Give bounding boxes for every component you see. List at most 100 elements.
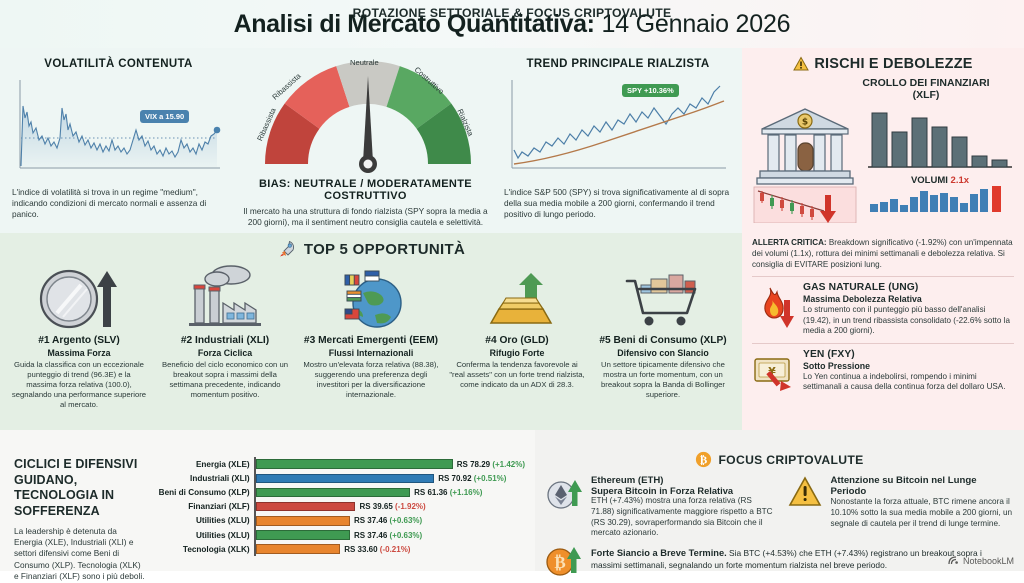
card-desc: Un settore tipicamente difensivo che mos… [601, 360, 725, 399]
card-desc: Conferma la tendenza favorevole ai "real… [449, 360, 585, 389]
sector-bar [255, 473, 435, 484]
card-desc: Guida la classifica con un eccezionale p… [11, 360, 147, 409]
sector-row: Utilities (XLU) RS 37.46 (+0.63%) [146, 513, 525, 528]
card-silver: #1 Argento (SLV) Massima Forza Guida la … [6, 261, 152, 410]
sector-bar [255, 459, 453, 469]
alert-label: ALLERTA CRITICA: [752, 238, 827, 247]
sector-bar [255, 544, 341, 554]
sector-value: RS 39.65 (-1.92%) [359, 502, 426, 512]
risk-item-ung: GAS NATURALE (UNG) Massima Debolezza Rel… [752, 282, 1014, 337]
risk-item-subtitle: Massima Debolezza Relativa [803, 294, 922, 305]
bitcoin-up-icon: ₿ [545, 544, 585, 578]
crypto-eth-text: Ethereum (ETH) Supera Bitcoin in Forza R… [591, 475, 775, 539]
panel-crypto: ₿ FOCUS CRIPTOVALUTE [535, 430, 1024, 576]
factory-icon [157, 261, 293, 335]
bottom-heading: ROTAZIONE SETTORIALE & FOCUS CRIPTOVALUT… [352, 6, 672, 20]
risk-item-text: GAS NATURALE (UNG) Massima Debolezza Rel… [803, 282, 1014, 337]
crypto-heading-row: ₿ FOCUS CRIPTOVALUTE [545, 451, 1014, 468]
divider [752, 276, 1014, 278]
svg-text:¥: ¥ [768, 365, 776, 378]
sector-bar-track: RS 78.29 (+1.42%) [253, 457, 525, 472]
risk-item-fxy: ¥ YEN (FXY) Sotto Pressione Lo Yen conti… [752, 349, 1014, 395]
down-arrow-icon [780, 300, 794, 329]
sector-bar [255, 501, 356, 512]
sector-row: Industriali (XLI) RS 70.92 (+0.51%) [146, 471, 525, 486]
crypto-eth-body: ETH (+7.43%) mostra una forza relativa (… [591, 496, 773, 538]
crypto-footer-body: Sia BTC (+4.53%) che ETH (+7.43%) regist… [591, 548, 982, 570]
spy-badge: SPY +10.36% [622, 84, 679, 97]
card-subtitle: Flussi Internazionali [328, 348, 414, 358]
sector-bar [255, 516, 350, 526]
alert-body: Breakdown significativo (-1.92%) con un'… [752, 238, 1013, 269]
volatility-body: L'indice di volatilità si trova in un re… [12, 187, 207, 220]
top-row: VOLATILITÀ CONTENUTA VIX a 15.90 L'indic [0, 48, 1024, 233]
sector-label: Beni di Consumo (XLP) [158, 487, 250, 497]
card-title: #3 Mercati Emergenti (EEM) [303, 335, 439, 346]
crypto-columns: Ethereum (ETH) Supera Bitcoin in Forza R… [545, 475, 1014, 539]
falling-candles-icon [753, 186, 857, 224]
shopping-cart-icon [595, 261, 731, 335]
sector-label: Tecnologia (XLK) [182, 544, 250, 554]
ethereum-up-icon [545, 475, 585, 514]
panel-risks: RISCHI E DEBOLEZZE CROLLO DEI FINANZIARI… [742, 48, 1024, 233]
card-subtitle: Rifugio Forte [489, 348, 545, 358]
risk-graphics: $ [752, 105, 1014, 228]
down-arrow-icon [820, 194, 836, 223]
bitcoin-icon: ₿ [696, 451, 712, 468]
card-desc: Beneficio del ciclo economico con un bre… [161, 360, 289, 399]
banknote-icon: ¥ [752, 349, 796, 395]
risk-item-body: Lo Yen continua a indebolirsi, rompendo … [803, 371, 1006, 392]
sector-row: Beni di Consumo (XLP) RS 61.36 (+1.16%) [146, 485, 525, 500]
sector-row: Tecnologia (XLK) RS 33.60 (-0.21%) [146, 542, 525, 557]
warning-triangle-icon [793, 56, 810, 71]
sector-value: RS 33.60 (-0.21%) [344, 544, 411, 554]
sector-bar-chart: Energia (XLE) RS 78.29 (+1.42%) Industrial… [146, 457, 525, 583]
crypto-eth-item: Ethereum (ETH) Supera Bitcoin in Forza R… [545, 475, 775, 539]
sector-bar [255, 530, 350, 540]
svg-text:₿: ₿ [554, 553, 565, 573]
crypto-eth-block: Ethereum (ETH) Supera Bitcoin in Forza R… [545, 475, 775, 539]
panel-sector-rotation: CICLICI E DIFENSIVI GUIDANO, TECNOLOGIA … [0, 430, 535, 581]
top5-cards: #1 Argento (SLV) Massima Forza Guida la … [6, 261, 736, 410]
top5-heading-row: TOP 5 OPPORTUNITÀ [6, 239, 736, 259]
sector-value: RS 61.36 (+1.16%) [414, 487, 483, 497]
crypto-warn-title: Attenzione su Bitcoin nel Lunge Periodo [830, 475, 977, 497]
xlf-title: CROLLO DEI FINANZIARI (XLF) [862, 77, 990, 102]
volumes-value: 2.1x [950, 174, 970, 186]
sector-label: Finanziari (XLF) [188, 502, 250, 512]
sector-value: RS 70.92 (+0.51%) [438, 473, 507, 483]
top5-heading: TOP 5 OPPORTUNITÀ [303, 240, 466, 258]
spy-chart: SPY +10.36% [504, 78, 732, 183]
title-date: 14 Gennaio 2026 [601, 9, 791, 38]
crypto-footer: ₿ Forte Siancio a Breve Termine. Sia BTC… [545, 544, 1014, 578]
xlf-volume-bars [870, 171, 1001, 212]
risk-item-subtitle: Sotto Pressione [803, 360, 870, 371]
watermark: NotebookLM [948, 555, 1014, 566]
card-title: #2 Industriali (XLI) [180, 335, 270, 346]
silver-coin-icon [11, 261, 147, 335]
crypto-warn-body: Nonostante la forza attuale, BTC rimene … [830, 497, 1013, 528]
card-industrials: #2 Industriali (XLI) Forza Ciclica Benef… [152, 261, 298, 410]
card-title: #1 Argento (SLV) [38, 335, 120, 346]
xlf-bars-and-volumes: VOLUMI 2.1x [866, 105, 1014, 228]
sector-summary: CICLICI E DIFENSIVI GUIDANO, TECNOLOGIA … [14, 457, 146, 583]
flame-icon [752, 282, 796, 330]
sector-value: RS 78.29 (+1.42%) [456, 459, 525, 469]
crypto-warn-item: Attenzione su Bitcoin nel Lunge Periodo … [785, 475, 1015, 529]
svg-text:$: $ [802, 117, 808, 127]
card-subtitle: Difensivo con Slancio [617, 348, 709, 358]
notebooklm-icon [948, 556, 958, 565]
card-gold: #4 Oro (GLD) Rifugio Forte Conferma la t… [444, 261, 590, 410]
volumes-label-row: VOLUMI 2.1x [910, 174, 970, 186]
sector-bar-track: RS 33.60 (-0.21%) [253, 542, 525, 557]
crypto-footer-text: Forte Siancio a Breve Termine. Sia BTC (… [591, 544, 1014, 571]
card-subtitle: Massima Forza [47, 348, 111, 358]
watermark-label: NotebookLM [962, 555, 1014, 566]
spy-body: L'indice S&P 500 (SPY) si trova signific… [504, 187, 730, 220]
vix-chart: VIX a 15.90 [12, 78, 225, 183]
panel-risk-details: ALLERTA CRITICA: Breakdown significativo… [742, 233, 1024, 430]
sector-bar-track: RS 61.36 (+1.16%) [253, 485, 525, 500]
sentiment-gauge: Ribassista Ribassista Neutrale Costrutti… [243, 54, 493, 176]
gold-bar-arrow-icon [449, 261, 585, 335]
